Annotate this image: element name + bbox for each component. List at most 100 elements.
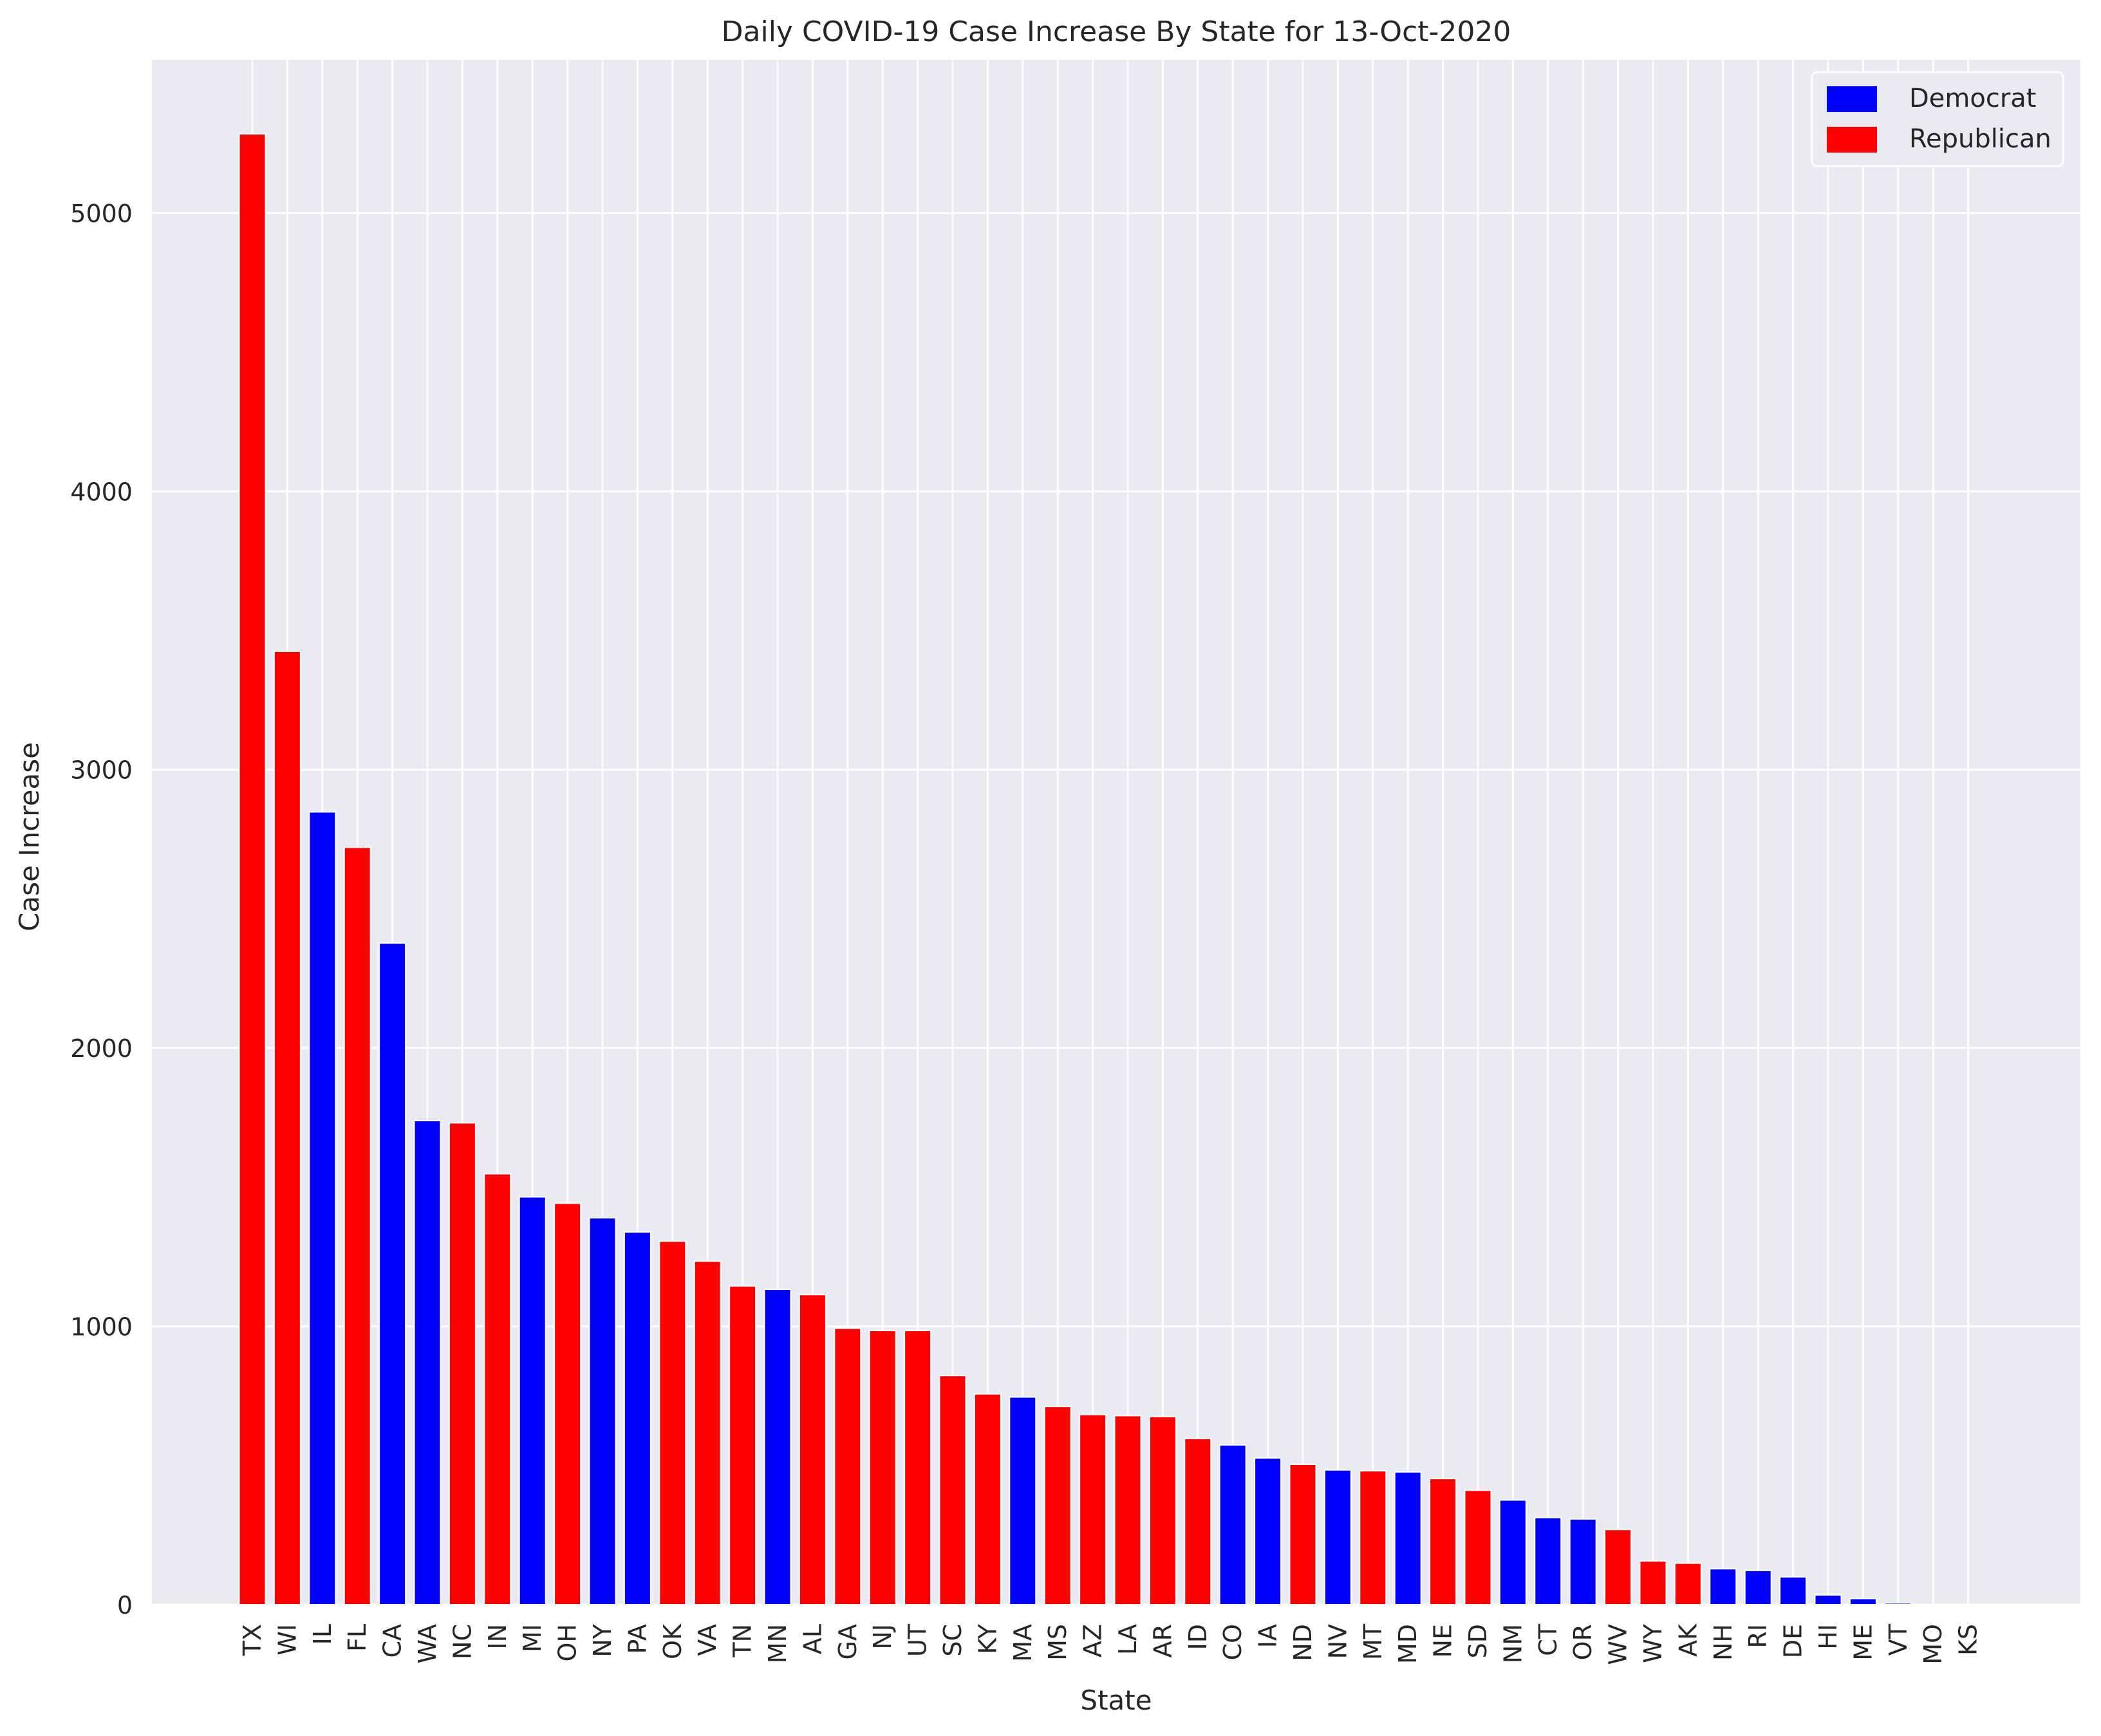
x-tick-label: SC bbox=[938, 1624, 967, 1657]
bar-ms bbox=[1043, 1406, 1072, 1606]
bar-id bbox=[1184, 1437, 1212, 1606]
x-tick-label: AZ bbox=[1079, 1624, 1107, 1657]
x-tick-label: SD bbox=[1464, 1624, 1492, 1658]
x-tick-label: MA bbox=[1009, 1624, 1037, 1662]
x-tick-label: MI bbox=[518, 1624, 546, 1652]
bar-oh bbox=[554, 1202, 582, 1605]
x-tick-label: TN bbox=[729, 1624, 757, 1658]
x-tick-label: LA bbox=[1114, 1624, 1142, 1655]
bar-sc bbox=[938, 1375, 967, 1606]
bar-nh bbox=[1709, 1568, 1737, 1606]
x-tick-label: NE bbox=[1429, 1624, 1457, 1657]
x-tick-label: VT bbox=[1884, 1623, 1912, 1656]
bar-sd bbox=[1464, 1489, 1492, 1605]
bar-ma bbox=[1009, 1396, 1037, 1606]
x-tick-label: WY bbox=[1639, 1623, 1667, 1663]
bar-az bbox=[1079, 1414, 1107, 1606]
bar-al bbox=[798, 1294, 826, 1605]
bar-nj bbox=[868, 1330, 897, 1605]
bar-nv bbox=[1323, 1469, 1352, 1605]
y-axis-title: Case Increase bbox=[14, 742, 45, 931]
x-tick-label: AR bbox=[1148, 1624, 1177, 1657]
bar-mn bbox=[763, 1289, 792, 1606]
bar-or bbox=[1569, 1518, 1597, 1605]
x-tick-label: WI bbox=[273, 1624, 301, 1656]
x-tick-label: KS bbox=[1954, 1624, 1983, 1656]
bar-wi bbox=[273, 650, 301, 1605]
bar-wa bbox=[413, 1120, 442, 1605]
x-tick-label: KY bbox=[973, 1623, 1002, 1654]
x-tick-label: NJ bbox=[868, 1624, 897, 1650]
y-tick-labels: 0 1000 2000 3000 4000 5000 bbox=[70, 200, 133, 1619]
legend-label-democrat: Democrat bbox=[1909, 84, 2036, 113]
bar-md bbox=[1394, 1471, 1422, 1605]
x-tick-label: DE bbox=[1779, 1624, 1807, 1658]
x-tick-label: AL bbox=[798, 1624, 826, 1654]
x-tick-label: OK bbox=[658, 1623, 687, 1659]
bar-tn bbox=[729, 1285, 757, 1605]
bar-nd bbox=[1289, 1464, 1317, 1605]
x-tick-label: WA bbox=[413, 1624, 442, 1664]
legend-label-republican: Republican bbox=[1909, 124, 2051, 154]
y-tick-label: 4000 bbox=[70, 478, 133, 506]
bar-ct bbox=[1534, 1517, 1562, 1606]
x-tick-label: UT bbox=[904, 1623, 932, 1657]
legend-swatch-democrat bbox=[1827, 86, 1877, 112]
bar-ny bbox=[588, 1217, 617, 1605]
bar-ne bbox=[1429, 1478, 1457, 1606]
bar-tx bbox=[238, 133, 266, 1605]
x-tick-label: MT bbox=[1359, 1623, 1387, 1660]
x-tick-label: ID bbox=[1184, 1624, 1212, 1650]
x-tick-label: NH bbox=[1709, 1624, 1737, 1661]
x-tick-label: VA bbox=[693, 1624, 722, 1656]
y-tick-label: 1000 bbox=[70, 1313, 133, 1341]
x-tick-label: CO bbox=[1219, 1624, 1247, 1660]
legend-swatch-republican bbox=[1827, 127, 1877, 153]
y-tick-label: 5000 bbox=[70, 200, 133, 228]
x-tick-label: TX bbox=[238, 1624, 266, 1656]
x-tick-label: NC bbox=[448, 1624, 476, 1659]
bar-ut bbox=[904, 1330, 932, 1605]
bar-co bbox=[1219, 1444, 1247, 1605]
x-tick-label: MN bbox=[763, 1624, 792, 1663]
bar-wy bbox=[1639, 1560, 1667, 1606]
bar-nc bbox=[448, 1122, 476, 1605]
bar-ok bbox=[658, 1240, 687, 1606]
bar-il bbox=[308, 811, 337, 1605]
x-tick-label: OH bbox=[554, 1624, 582, 1661]
x-tick-label: MS bbox=[1043, 1624, 1072, 1661]
x-tick-label: CA bbox=[378, 1624, 407, 1658]
chart-title: Daily COVID-19 Case Increase By State fo… bbox=[722, 15, 1511, 48]
bar-ca bbox=[378, 942, 407, 1605]
bar-la bbox=[1114, 1415, 1142, 1606]
bar-hi bbox=[1814, 1594, 1842, 1605]
bar-ar bbox=[1148, 1415, 1177, 1606]
bar-vt bbox=[1884, 1602, 1912, 1606]
bar-ga bbox=[834, 1327, 862, 1605]
x-tick-label: ME bbox=[1849, 1624, 1877, 1661]
x-axis-title: State bbox=[1080, 1685, 1152, 1716]
x-tick-label: HI bbox=[1814, 1624, 1842, 1650]
y-tick-label: 0 bbox=[117, 1591, 133, 1619]
bar-mi bbox=[518, 1196, 546, 1605]
x-tick-label: IL bbox=[308, 1624, 337, 1645]
bar-nm bbox=[1499, 1499, 1527, 1606]
x-tick-label: AK bbox=[1674, 1623, 1702, 1657]
bar-wv bbox=[1604, 1529, 1632, 1605]
bar-ia bbox=[1254, 1457, 1282, 1606]
bar-de bbox=[1779, 1576, 1807, 1606]
x-tick-label: FL bbox=[343, 1624, 371, 1652]
x-tick-label: PA bbox=[623, 1624, 651, 1654]
x-tick-label: ND bbox=[1289, 1624, 1317, 1661]
legend: Democrat Republican bbox=[1811, 71, 2064, 167]
x-tick-label: NM bbox=[1499, 1624, 1527, 1663]
x-tick-labels: TX WI IL FL CA WA NC IN MI OH NY PA OK VA TN MN AL GA NJ UT… bbox=[238, 1623, 1983, 1665]
x-tick-label: IA bbox=[1254, 1624, 1282, 1648]
x-tick-label: MO bbox=[1919, 1624, 1947, 1665]
x-tick-label: NV bbox=[1323, 1624, 1352, 1659]
bar-fl bbox=[343, 846, 371, 1605]
bars bbox=[238, 133, 1912, 1606]
bar-me bbox=[1849, 1598, 1877, 1606]
x-tick-label: IN bbox=[483, 1624, 512, 1650]
